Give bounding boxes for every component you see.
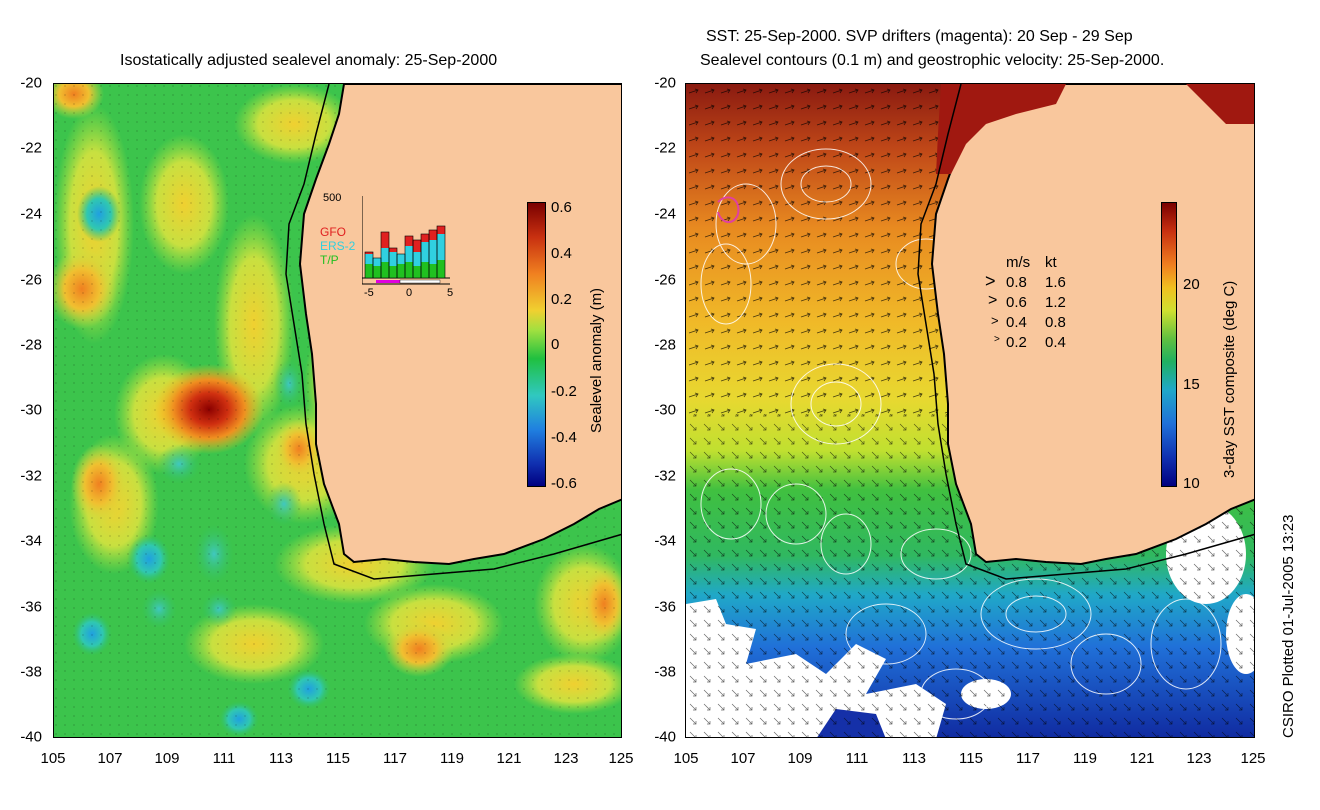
speed-legend-ms: 0.2 xyxy=(1006,334,1027,351)
lon-tick: 107 xyxy=(730,750,756,767)
lon-tick: 125 xyxy=(1240,750,1266,767)
lat-tick: -40 xyxy=(654,728,676,746)
lon-tick: 105 xyxy=(40,750,66,767)
speed-legend-arrow-icon: > xyxy=(985,271,996,291)
lon-tick: 107 xyxy=(97,750,123,767)
inset-xtick: 5 xyxy=(447,287,454,299)
lon-tick: 121 xyxy=(496,750,522,767)
inset-xtick: -5 xyxy=(364,287,374,299)
lat-tick: -22 xyxy=(20,139,42,157)
speed-legend-arrow-icon: > xyxy=(991,313,999,328)
speed-legend-arrow-icon: > xyxy=(988,292,998,309)
speed-legend-header-kt: kt xyxy=(1045,254,1057,271)
lon-tick: 109 xyxy=(787,750,813,767)
lat-tick: -36 xyxy=(654,598,676,616)
lon-tick: 117 xyxy=(383,750,407,767)
australia-landmass-sst xyxy=(930,84,1254,566)
sst-colorbar-tick: 20 xyxy=(1183,276,1200,293)
inset-ymax-label: 500 xyxy=(323,192,342,204)
lat-tick: -40 xyxy=(20,728,42,746)
speed-legend-ms: 0.8 xyxy=(1006,274,1027,291)
speed-legend-kt: 0.8 xyxy=(1045,314,1066,331)
lon-tick: 125 xyxy=(608,750,634,767)
lat-tick: -24 xyxy=(20,205,42,223)
lat-tick: -32 xyxy=(654,467,676,485)
speed-legend-ms: 0.4 xyxy=(1006,314,1027,331)
left-map-title: Isostatically adjusted sealevel anomaly:… xyxy=(120,52,498,69)
lat-tick: -34 xyxy=(654,532,676,550)
sst-map xyxy=(685,83,1255,738)
speed-legend-ms: 0.6 xyxy=(1006,294,1027,311)
speed-legend-header-ms: m/s xyxy=(1006,254,1031,271)
lat-tick: -26 xyxy=(654,271,676,289)
colorbar-tick: -0.4 xyxy=(551,429,577,446)
sst-colorbar xyxy=(1161,202,1177,487)
speed-legend-arrow-icon: > xyxy=(994,334,1000,345)
plot-credit: CSIRO Plotted 01-Jul-2005 13:23 xyxy=(1280,514,1297,738)
inset-bar-chart xyxy=(362,196,450,285)
speed-legend-kt: 1.2 xyxy=(1045,294,1066,311)
lat-tick: -20 xyxy=(654,74,676,92)
sst-colorbar-tick: 10 xyxy=(1183,475,1200,492)
lat-tick: -30 xyxy=(20,401,42,419)
sealevel-colorbar-label: Sealevel anomaly (m) xyxy=(588,287,605,433)
colorbar-tick: 0 xyxy=(551,336,560,353)
lat-tick: -36 xyxy=(20,598,42,616)
lat-tick: -32 xyxy=(20,467,42,485)
inset-legend-ers2: ERS-2 xyxy=(320,239,356,253)
right-map-title-line1: SST: 25-Sep-2000. SVP drifters (magenta)… xyxy=(706,28,1133,45)
speed-legend-kt: 0.4 xyxy=(1045,334,1066,351)
lon-tick: 119 xyxy=(440,750,464,767)
sst-map-graphic xyxy=(686,84,1254,737)
lon-tick: 109 xyxy=(154,750,180,767)
lon-tick: 115 xyxy=(326,750,350,767)
lon-tick: 111 xyxy=(212,750,236,767)
lat-tick: -26 xyxy=(20,271,42,289)
colorbar-tick: 0.2 xyxy=(551,291,572,308)
lon-tick: 113 xyxy=(902,750,926,767)
lon-tick: 105 xyxy=(673,750,699,767)
lon-tick: 117 xyxy=(1016,750,1040,767)
lat-tick: -38 xyxy=(20,663,42,681)
lon-tick: 113 xyxy=(269,750,293,767)
lat-tick: -34 xyxy=(20,532,42,550)
lat-tick: -24 xyxy=(654,205,676,223)
lon-tick: 123 xyxy=(1186,750,1212,767)
right-map-title-line2: Sealevel contours (0.1 m) and geostrophi… xyxy=(700,52,1165,69)
lon-tick: 119 xyxy=(1073,750,1097,767)
lon-tick: 115 xyxy=(959,750,983,767)
lat-tick: -30 xyxy=(654,401,676,419)
colorbar-tick: 0.6 xyxy=(551,199,572,216)
lat-tick: -38 xyxy=(654,663,676,681)
inset-xtick: 0 xyxy=(406,287,413,299)
inset-legend-gfo: GFO xyxy=(320,225,346,239)
sst-colorbar-label: 3-day SST composite (deg C) xyxy=(1221,280,1238,478)
lon-tick: 123 xyxy=(553,750,579,767)
sealevel-colorbar xyxy=(527,202,546,487)
lat-tick: -28 xyxy=(20,336,42,354)
speed-legend-kt: 1.6 xyxy=(1045,274,1066,291)
lat-tick: -28 xyxy=(654,336,676,354)
lon-tick: 111 xyxy=(845,750,869,767)
australia-landmass xyxy=(298,84,621,566)
lon-tick: 121 xyxy=(1129,750,1155,767)
colorbar-tick: -0.6 xyxy=(551,475,577,492)
colorbar-tick: -0.2 xyxy=(551,383,577,400)
inset-legend-tp: T/P xyxy=(320,253,339,267)
sst-colorbar-tick: 15 xyxy=(1183,376,1200,393)
colorbar-tick: 0.4 xyxy=(551,245,572,262)
lat-tick: -22 xyxy=(654,139,676,157)
lat-tick: -20 xyxy=(20,74,42,92)
